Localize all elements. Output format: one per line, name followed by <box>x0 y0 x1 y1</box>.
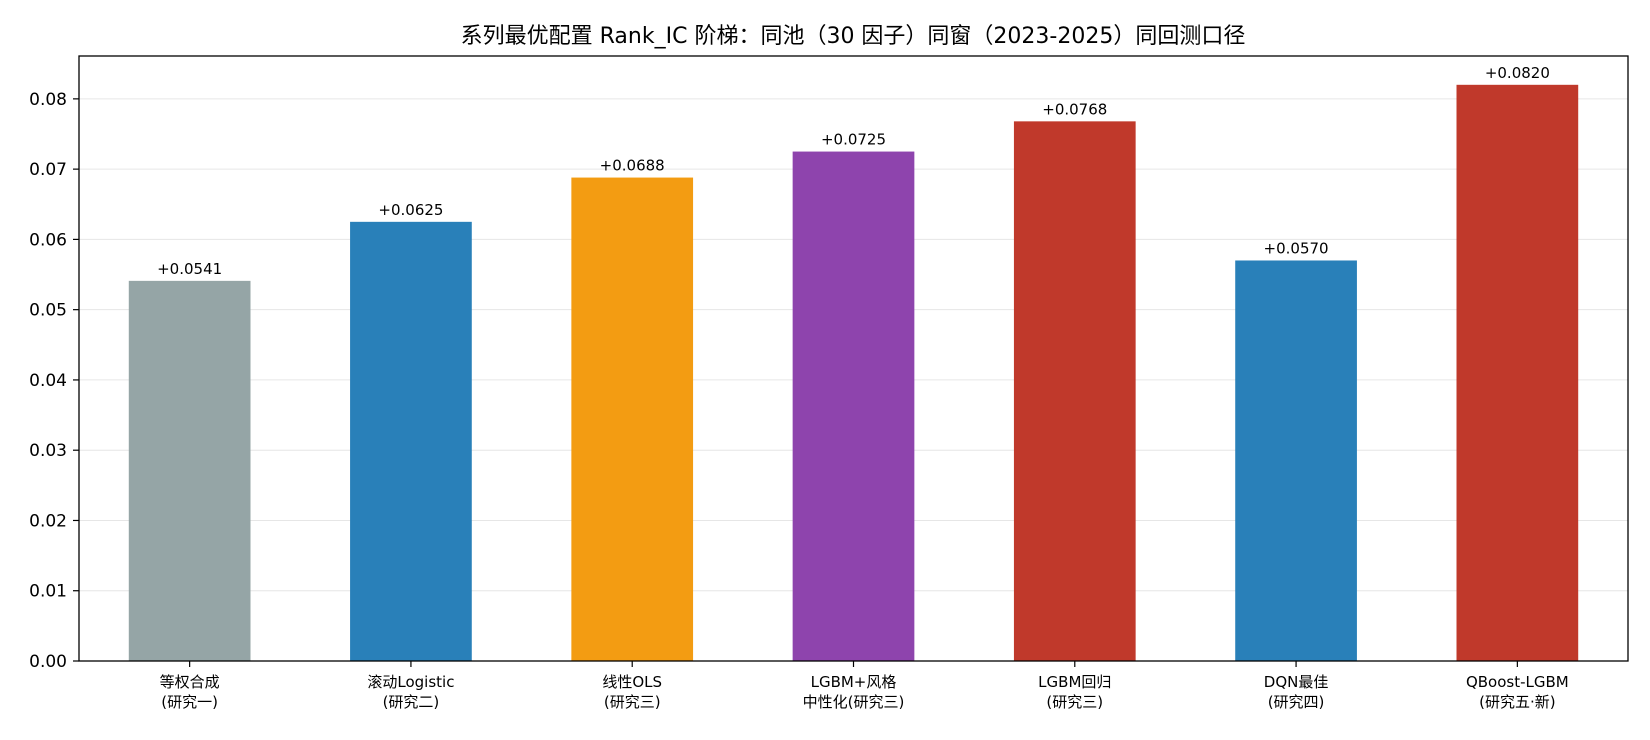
y-tick-label: 0.06 <box>29 230 67 250</box>
bar-value-label: +0.0725 <box>821 131 886 149</box>
chart-title: 系列最优配置 Rank_IC 阶梯：同池（30 因子）同窗（2023-2025）… <box>461 24 1246 49</box>
bar <box>350 221 472 661</box>
bar <box>792 151 915 661</box>
y-tick-label: 0.02 <box>29 511 67 531</box>
bar <box>1456 84 1579 662</box>
bar-value-label: +0.0768 <box>1042 100 1107 118</box>
x-tick-label: DQN最佳(研究四) <box>1264 673 1329 711</box>
bars <box>128 84 1579 662</box>
x-tick-label: 线性OLS (研究三) <box>602 673 662 711</box>
x-tick-label: QBoost-LGBM (研究五·新) <box>1466 673 1569 711</box>
bar-value-label: +0.0541 <box>157 260 222 278</box>
bar <box>1235 260 1357 661</box>
bar-value-label: +0.0688 <box>600 157 665 175</box>
bar-value-labels: +0.0541 +0.0625 +0.0688 +0.0725 +0.0768 +0.05… <box>157 64 1550 278</box>
y-tick-label: 0.04 <box>29 371 67 391</box>
y-tick-label: 0.07 <box>29 160 67 180</box>
bar <box>128 280 251 661</box>
bar <box>1013 121 1136 661</box>
y-tick-label: 0.03 <box>29 441 67 461</box>
x-tick-label: 等权合成(研究一) <box>160 673 220 711</box>
x-tick-label: LGBM回归(研究三) <box>1038 673 1111 711</box>
y-axis-ticks: 0.00 0.01 0.02 0.03 0.04 0.05 0.06 0.07 0.08 <box>29 90 79 672</box>
y-tick-label: 0.05 <box>29 301 67 321</box>
y-tick-label: 0.08 <box>29 90 67 110</box>
y-tick-label: 0.00 <box>29 652 67 672</box>
x-tick-label: 滚动Logistic (研究二) <box>367 673 454 711</box>
bar-value-label: +0.0625 <box>378 201 443 219</box>
y-tick-label: 0.01 <box>29 582 67 602</box>
x-axis-ticks: 等权合成(研究一) 滚动Logistic (研究二) 线性OLS (研究三) LGBM+风… <box>160 661 1569 711</box>
bar-value-label: +0.0570 <box>1264 239 1329 257</box>
x-tick-label: LGBM+风格中性化(研究三) <box>803 673 905 711</box>
bar-value-label: +0.0820 <box>1485 64 1550 82</box>
bar <box>571 177 694 661</box>
